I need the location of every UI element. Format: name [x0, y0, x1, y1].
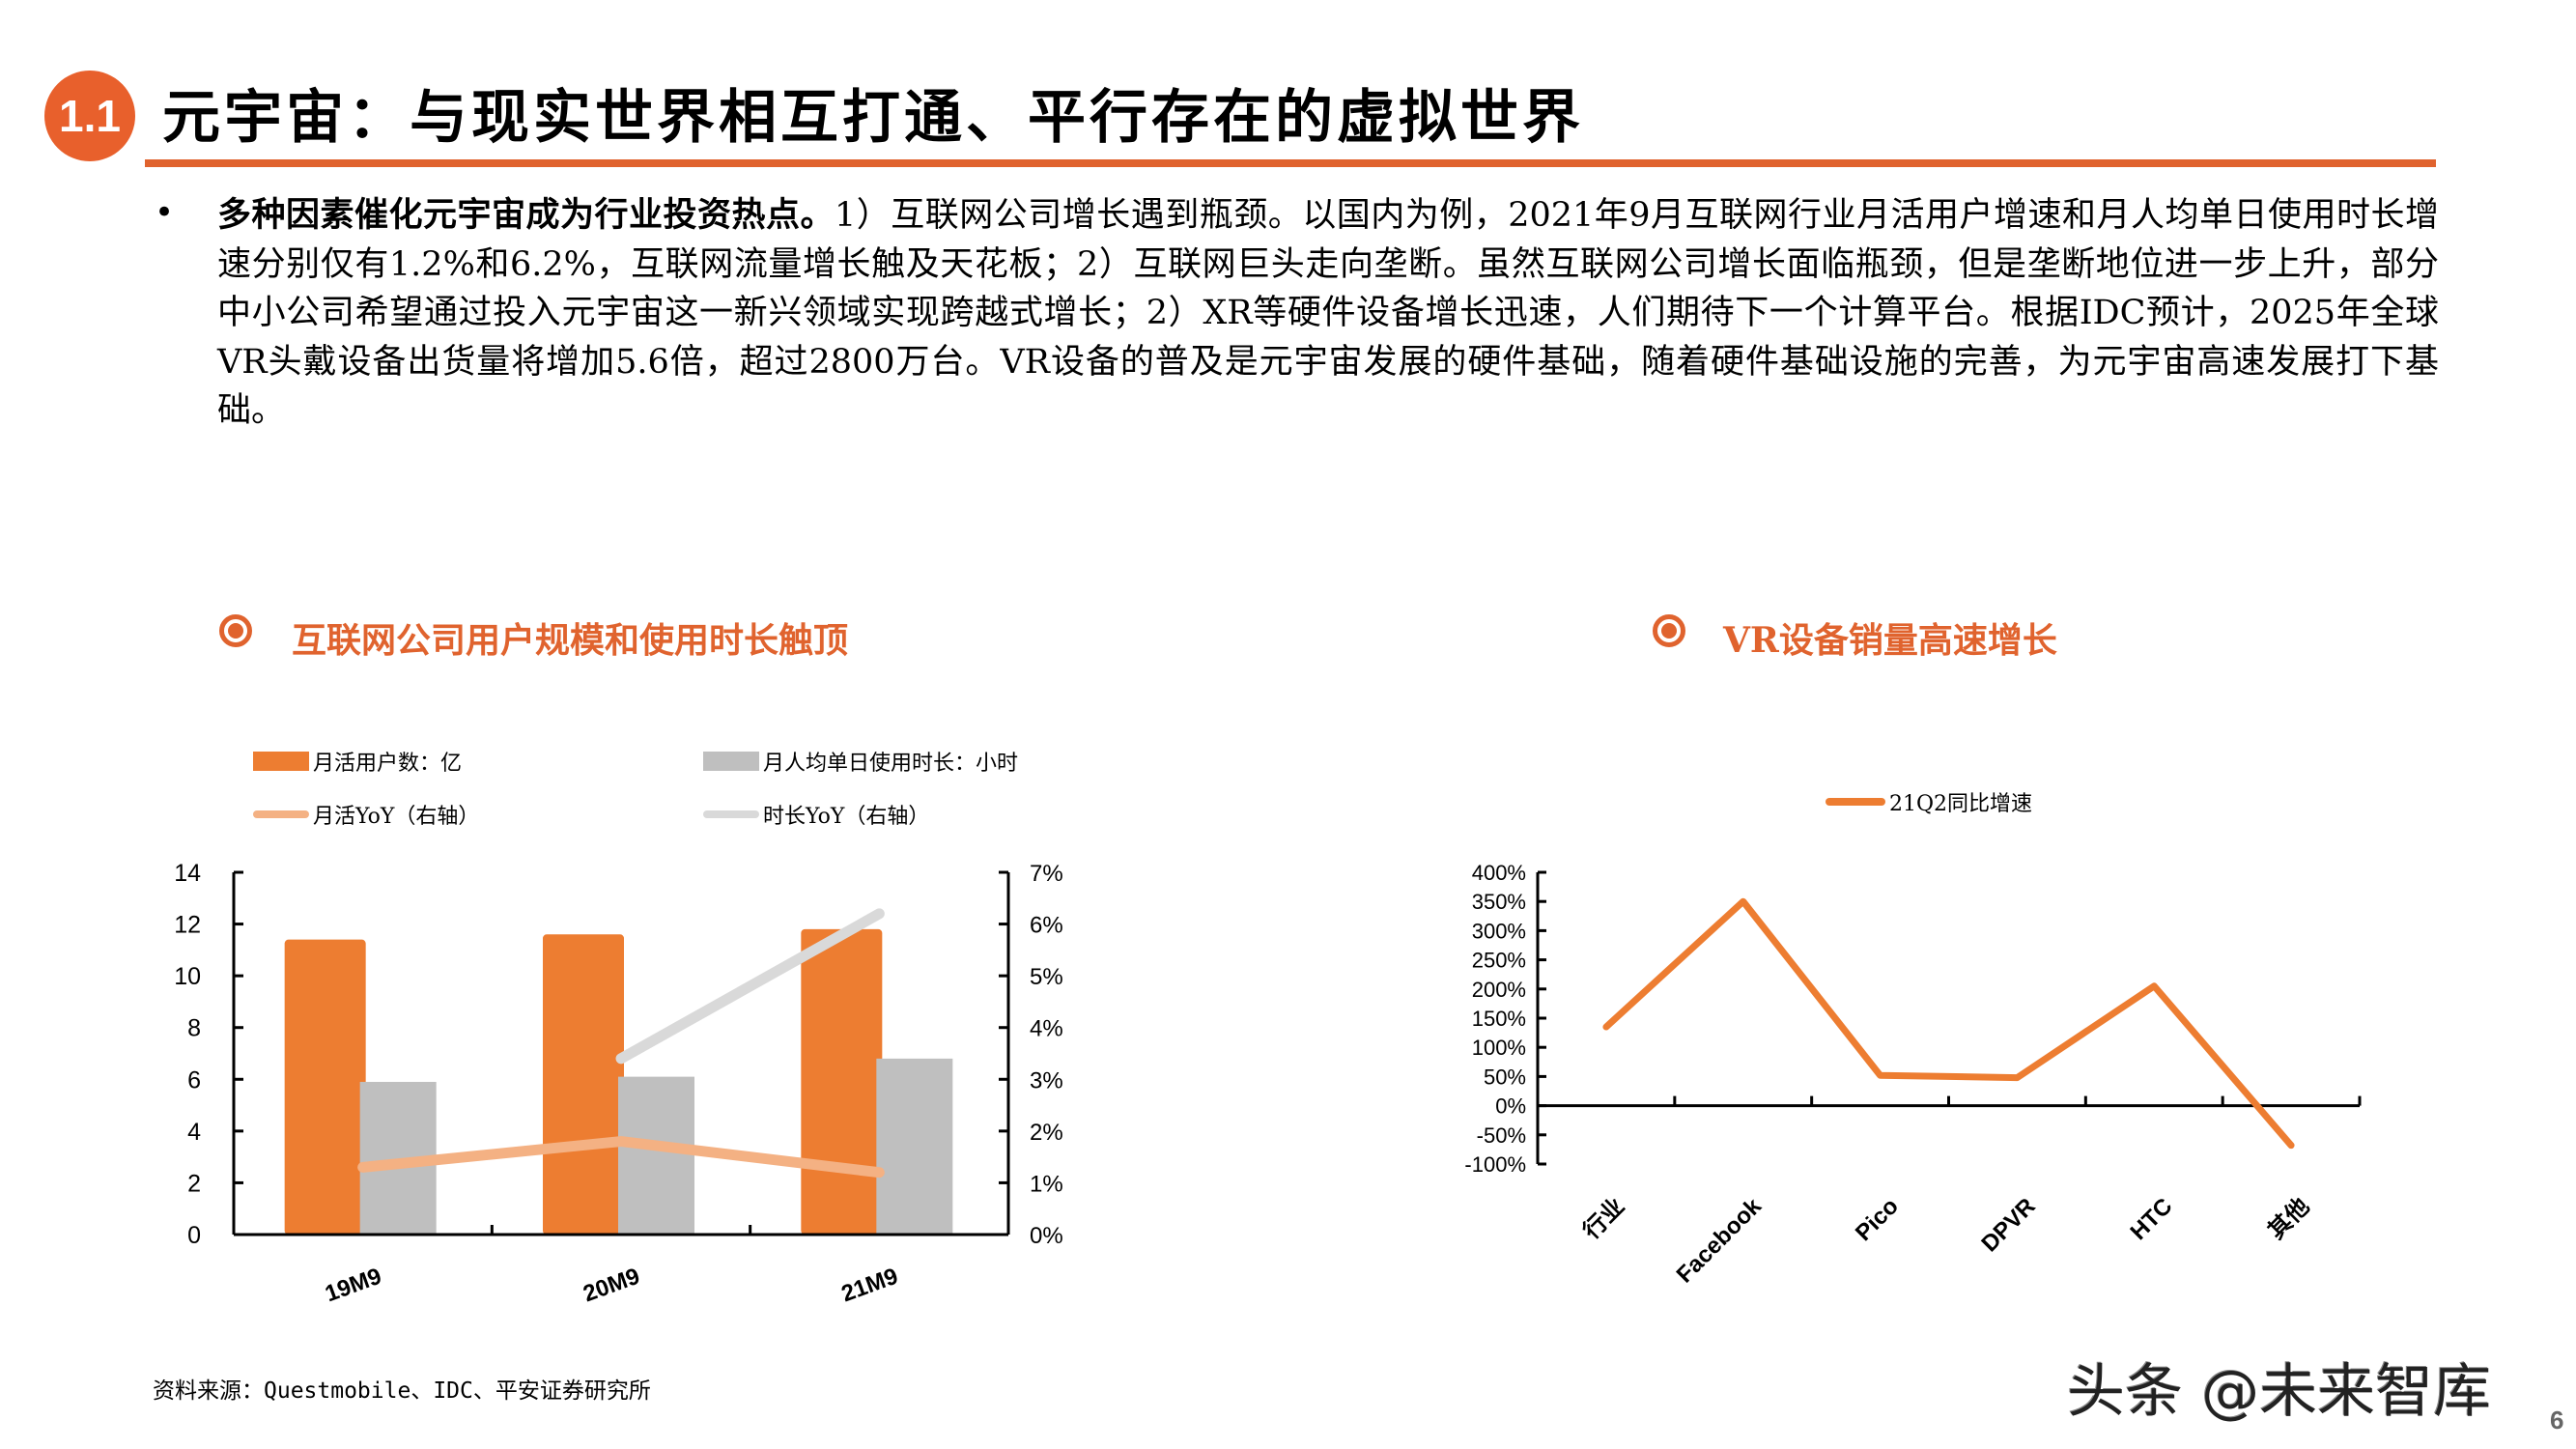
legend-label: 月活YoY（右轴） — [313, 805, 480, 829]
x-tick-label: Facebook — [1672, 1193, 1768, 1289]
svg-text:100%: 100% — [1472, 1036, 1526, 1060]
legend-item-duration-yoy: 时长YoY（右轴） — [703, 799, 929, 830]
legend-item-duration: 月人均单日使用时长：小时 — [703, 746, 1018, 777]
svg-text:-100%: -100% — [1464, 1152, 1526, 1177]
x-tick-label: Pico — [1851, 1193, 1904, 1246]
series-line — [357, 1136, 885, 1179]
x-tick-label: DPVR — [1976, 1193, 2040, 1257]
svg-text:6: 6 — [187, 1066, 201, 1094]
svg-text:7%: 7% — [1030, 861, 1063, 887]
right-line-chart: -100% -50% 0% 50% 100% 150% 200% 250% 300% 350% 40… — [1464, 861, 2362, 1289]
watermark: 头条 @未来智库 — [2067, 1358, 2492, 1426]
bar-21M9 — [801, 928, 883, 1235]
svg-text:400%: 400% — [1472, 861, 1526, 885]
svg-text:0%: 0% — [1030, 1223, 1063, 1249]
x-tick-label: 21M9 — [838, 1264, 902, 1308]
series-line — [1602, 897, 2295, 1150]
legend-swatch-orange-line — [1826, 798, 1885, 806]
legend-label: 月人均单日使用时长：小时 — [763, 752, 1019, 776]
svg-text:250%: 250% — [1472, 949, 1526, 973]
svg-text:14: 14 — [174, 860, 201, 887]
bar-20M9 — [618, 1076, 694, 1235]
body-lead: 多种因素催化元宇宙成为行业投资热点。 — [217, 195, 835, 235]
section-number: 1.1 — [59, 91, 121, 141]
svg-text:12: 12 — [174, 912, 201, 939]
legend-label: 月活用户数：亿 — [313, 752, 463, 776]
bar-21M9 — [876, 1058, 953, 1235]
legend-item-mau-yoy: 月活YoY（右轴） — [253, 799, 479, 830]
legend-label: 时长YoY（右轴） — [763, 805, 930, 829]
x-tick-label: 其他 — [2263, 1193, 2314, 1244]
target-icon — [219, 614, 252, 647]
page-number: 6 — [2550, 1406, 2564, 1435]
svg-text:0%: 0% — [1495, 1094, 1526, 1119]
section-number-badge: 1.1 — [44, 71, 135, 161]
x-tick-label: 20M9 — [580, 1264, 643, 1308]
svg-text:2%: 2% — [1030, 1120, 1063, 1146]
svg-text:4%: 4% — [1030, 1016, 1063, 1042]
legend-item-mau: 月活用户数：亿 — [253, 746, 462, 777]
svg-text:1%: 1% — [1030, 1171, 1063, 1197]
legend-swatch-orange-bar — [253, 752, 309, 771]
svg-text:-50%: -50% — [1477, 1123, 1526, 1148]
body-text: 1）互联网公司增长遇到瓶颈。以国内为例，2021年9月互联网行业月活用户增速和月… — [217, 196, 2439, 430]
source-note: 资料来源：Questmobile、IDC、平安证券研究所 — [153, 1378, 651, 1404]
svg-text:50%: 50% — [1484, 1065, 1526, 1089]
legend-swatch-orange-line — [253, 810, 309, 818]
left-chart-title: 互联网公司用户规模和使用时长触顶 — [292, 620, 849, 661]
svg-text:8: 8 — [187, 1015, 201, 1042]
svg-text:150%: 150% — [1472, 1007, 1526, 1031]
svg-text:6%: 6% — [1030, 913, 1063, 939]
title-underline — [145, 159, 2436, 167]
svg-text:200%: 200% — [1472, 978, 1526, 1002]
svg-text:0: 0 — [187, 1222, 201, 1249]
x-tick-label: 行业 — [1577, 1192, 1629, 1244]
left-combo-chart: 19M9 20M9 21M9 0 2 4 6 8 10 12 14 0% 1% 2% 3% 4% 5% 6% 7% — [174, 860, 1063, 1308]
legend-swatch-grey-line — [703, 810, 759, 818]
x-tick-label: 19M9 — [322, 1264, 385, 1308]
page-title: 元宇宙：与现实世界相互打通、平行存在的虚拟世界 — [162, 84, 1584, 152]
svg-text:10: 10 — [174, 963, 201, 990]
target-icon — [1653, 614, 1685, 647]
legend-label: 21Q2同比增速 — [1889, 792, 2033, 816]
svg-text:3%: 3% — [1030, 1067, 1063, 1094]
svg-text:350%: 350% — [1472, 890, 1526, 914]
bar-19M9 — [284, 939, 366, 1235]
legend-swatch-grey-bar — [703, 752, 759, 771]
right-chart-title: VR设备销量高速增长 — [1723, 620, 2057, 661]
body-paragraph: 多种因素催化元宇宙成为行业投资热点。1）互联网公司增长遇到瓶颈。以国内为例，20… — [217, 191, 2439, 436]
legend-item-21q2-yoy: 21Q2同比增速 — [1826, 786, 2032, 817]
series-line — [615, 908, 885, 1065]
bar-20M9 — [543, 934, 624, 1235]
svg-text:4: 4 — [187, 1119, 201, 1146]
svg-text:2: 2 — [187, 1170, 201, 1197]
x-tick-label: HTC — [2126, 1193, 2178, 1245]
bullet-icon: • — [155, 193, 175, 232]
svg-text:300%: 300% — [1472, 919, 1526, 943]
svg-text:5%: 5% — [1030, 964, 1063, 990]
